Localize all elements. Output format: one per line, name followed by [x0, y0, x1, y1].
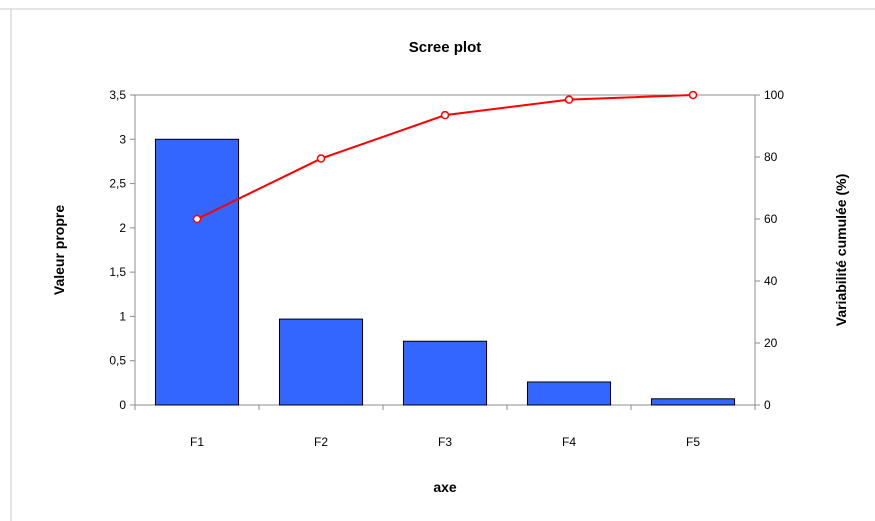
y-tick-label: 2 — [119, 221, 126, 235]
x-tick-label: F4 — [562, 435, 576, 449]
x-axis-title: axe — [433, 479, 457, 495]
bar-f1 — [154, 138, 240, 406]
y2-tick-label: 80 — [764, 150, 778, 164]
y-tick-label: 0 — [119, 398, 126, 412]
y2-tick-label: 60 — [764, 212, 778, 226]
bar-f3 — [402, 340, 488, 406]
y-tick-label: 1 — [119, 309, 126, 323]
cumulative-point-f1 — [192, 214, 202, 224]
y-tick-label: 0,5 — [109, 354, 126, 368]
x-tick-label: F2 — [314, 435, 328, 449]
cumulative-point-f5 — [688, 90, 698, 100]
bar-f4 — [526, 381, 612, 406]
cumulative-point-f2 — [316, 154, 326, 163]
y2-tick-label: 100 — [764, 88, 784, 102]
y2-axis-title: Variabilité cumulée (%) — [833, 174, 849, 327]
plot-area: 0 0,5 1 1,5 2 2,5 3 3,5 0 20 40 60 80 100 F1 F2 F3 F4 F5 — [109, 88, 784, 449]
cumulative-point-f3 — [440, 110, 450, 120]
cumulative-point-f4 — [564, 95, 574, 104]
x-tick-label: F1 — [190, 435, 204, 449]
y2-tick-label: 0 — [764, 398, 771, 412]
chart-title: Scree plot — [409, 39, 482, 56]
y2-tick-label: 40 — [764, 274, 778, 288]
bar-f5 — [650, 398, 736, 406]
x-tick-label: F5 — [686, 435, 700, 449]
y-tick-label: 3 — [119, 132, 126, 146]
x-tick-label: F3 — [438, 435, 452, 449]
bar-f2 — [278, 318, 364, 406]
y-tick-label: 1,5 — [109, 265, 126, 279]
y-tick-label: 2,5 — [109, 177, 126, 191]
y-tick-label: 3,5 — [109, 88, 126, 102]
y-axis-title: Valeur propre — [51, 205, 67, 295]
y2-tick-label: 20 — [764, 336, 778, 350]
